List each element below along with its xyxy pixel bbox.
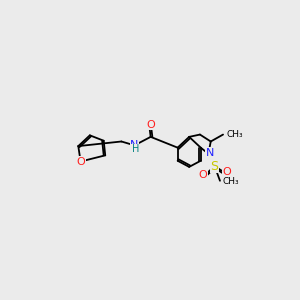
Text: N: N [130, 140, 139, 150]
Text: O: O [146, 119, 155, 130]
Text: S: S [211, 160, 219, 172]
Text: CH₃: CH₃ [222, 177, 239, 186]
Text: O: O [199, 170, 207, 180]
Text: O: O [76, 157, 85, 166]
Text: O: O [223, 167, 231, 177]
Text: CH₃: CH₃ [227, 130, 244, 139]
Text: H: H [132, 144, 139, 154]
Text: N: N [206, 148, 214, 158]
